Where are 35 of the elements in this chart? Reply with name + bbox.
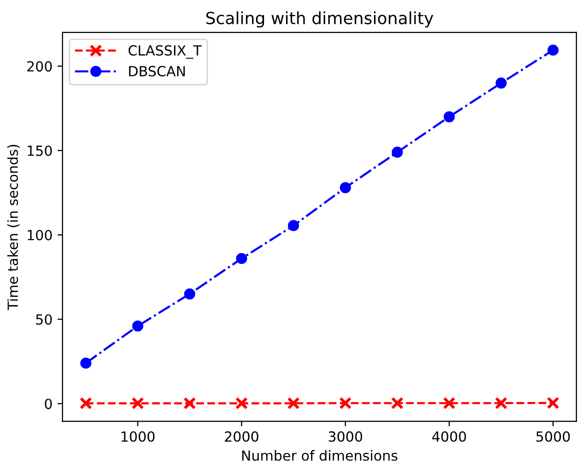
point: [339, 396, 352, 410]
point: [340, 182, 351, 194]
point: [287, 397, 300, 410]
legend-label: CLASSIX_T: [128, 45, 202, 59]
point: [235, 397, 248, 410]
point: [547, 44, 559, 56]
x-tick-label: 5000: [536, 431, 570, 442]
point: [288, 220, 300, 232]
point: [391, 396, 404, 410]
point: [80, 397, 92, 410]
point: [80, 358, 92, 369]
point: [444, 111, 455, 122]
y-tick-label: 100: [28, 230, 52, 240]
legend-label: DBSCAN: [129, 66, 185, 76]
x-axis-title: Number of dimensions: [242, 450, 398, 461]
point: [494, 396, 508, 410]
point: [546, 396, 560, 410]
point: [183, 397, 196, 410]
x-tick-label: 4000: [432, 431, 466, 442]
y-tick-label: 150: [28, 145, 52, 156]
point: [496, 77, 507, 89]
chart-title: Scaling with dimensionality: [206, 11, 434, 28]
x-tick-label: 1000: [122, 431, 155, 442]
x-tick-label: 3000: [328, 431, 362, 442]
point: [184, 288, 196, 300]
y-tick-label: 50: [36, 314, 52, 325]
x-tick-label: 2000: [224, 431, 258, 442]
y-axis-title: Time taken (in seconds): [7, 144, 20, 310]
y-tick-label: 0: [44, 398, 52, 410]
point: [132, 320, 144, 332]
point: [442, 396, 456, 410]
point: [132, 397, 144, 410]
y-tick-label: 200: [27, 61, 52, 72]
point: [236, 252, 248, 264]
point: [392, 146, 403, 158]
